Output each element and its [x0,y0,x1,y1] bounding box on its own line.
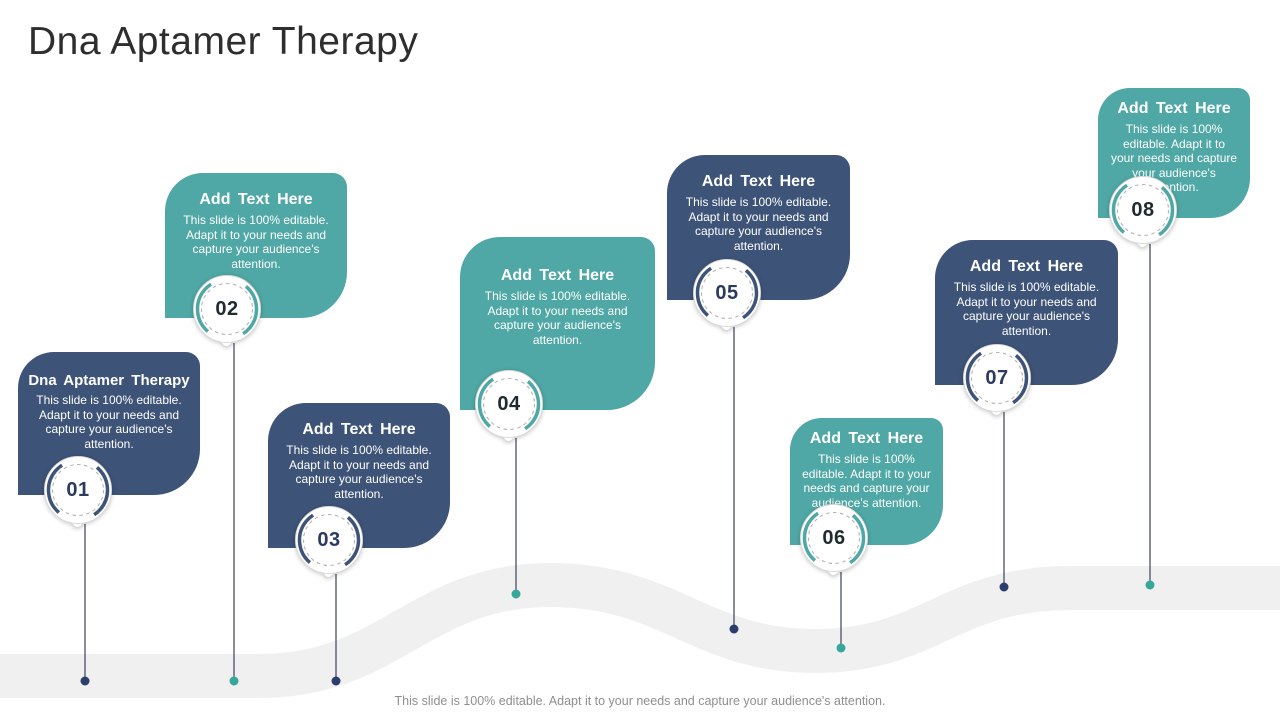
step-number: 03 [317,528,341,551]
step-number: 08 [1131,198,1155,221]
timeline-dot [1145,580,1155,590]
timeline-card-03: Add Text Here This slide is 100% editable… [268,403,450,548]
step-badge-rings-icon [295,506,363,578]
step-number: 01 [66,478,90,501]
step-badge-rings-icon [800,504,868,576]
card-body: This slide is 100% editable. Adapt it to… [484,289,631,347]
timeline-dot [80,676,90,686]
card-title: Add Text Here [809,430,924,447]
slide-title: Dna Aptamer Therapy [28,20,419,63]
timeline-dot [229,676,239,686]
step-badge-rings-icon [963,344,1031,416]
timeline-dot [729,624,739,634]
card-body: This slide is 100% editable. Adapt it to… [286,443,432,501]
timeline-stems [80,244,1155,686]
timeline-card-05: Add Text Here This slide is 100% editable… [667,155,850,300]
footer-caption: This slide is 100% editable. Adapt it to… [394,694,886,708]
step-badge-rings-icon [193,275,261,347]
step-badge-rings-icon [44,456,112,528]
timeline-card-07: Add Text Here This slide is 100% editable… [935,240,1118,385]
step-badge-06: 06 [797,501,871,587]
step-badge-03: 03 [292,503,366,589]
step-badge-rings-icon [1109,176,1177,248]
step-badge-08: 08 [1106,173,1180,259]
card-title: Add Text Here [701,173,816,190]
card-body: This slide is 100% editable. Adapt it to… [183,213,329,271]
step-badge-02: 02 [190,272,264,358]
card-title: Add Text Here [302,421,416,438]
road-ribbon [0,562,1280,698]
card-body: This slide is 100% editable. Adapt it to… [1110,122,1238,195]
timeline-card-02: Add Text Here This slide is 100% editable… [165,173,347,318]
timeline-dot [331,676,341,686]
step-number: 02 [215,297,239,320]
card-title: Add Text Here [1117,100,1231,117]
step-badge-04: 04 [472,367,546,453]
timeline-dot [999,582,1009,592]
step-number: 06 [822,526,846,549]
step-number: 07 [985,366,1009,389]
card-title: Add Text Here [500,267,615,284]
step-badge-07: 07 [960,341,1034,427]
step-badge-01: 01 [41,453,115,539]
step-badge-05: 05 [690,256,764,342]
card-body: This slide is 100% editable. Adapt it to… [953,280,1100,338]
step-badge-rings-icon [693,259,761,331]
timeline-card-01: Dna Aptamer Therapy This slide is 100% ed… [18,352,200,495]
card-title: Add Text Here [199,191,313,208]
timeline-dot [511,589,521,599]
card-title: Add Text Here [969,258,1084,275]
step-number: 04 [497,392,521,415]
timeline-dot [836,643,846,653]
card-body: This slide is 100% editable. Adapt it to… [36,393,182,451]
card-body: This slide is 100% editable. Adapt it to… [685,195,832,253]
card-title: Dna Aptamer Therapy [28,372,190,389]
step-badge-rings-icon [475,370,543,442]
step-number: 05 [715,281,739,304]
